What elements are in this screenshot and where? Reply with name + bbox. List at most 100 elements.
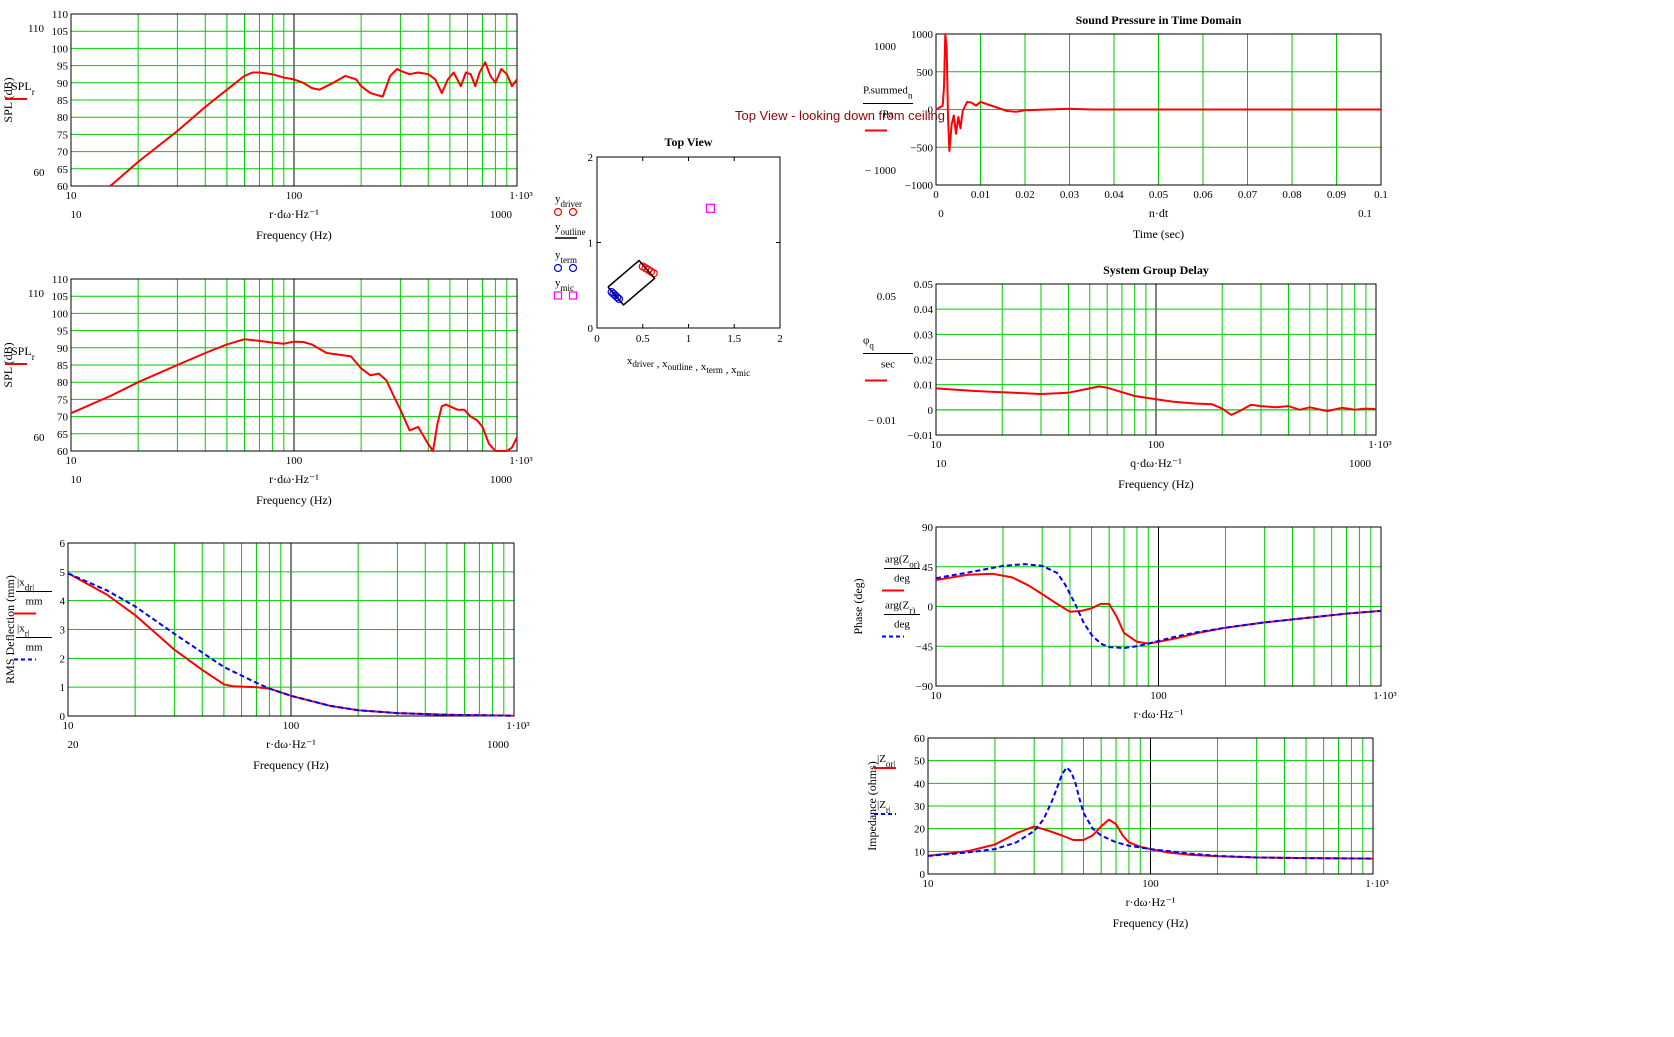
chart-spl1: 60 65 70 75 80 85 90 95 100 105 110 10 100 1·10³ 10 100… [1,9,533,242]
y-tick-label: 1000 [911,29,934,41]
x-tick-label: 10 [931,439,943,451]
outline-shape [607,259,656,306]
y-tick-label: 5 [60,567,66,579]
x-axis-label: Frequency (Hz) [256,493,332,507]
trace-label-num: arg(Zr) [885,600,915,616]
trace-label-num: |xdr| [17,577,34,593]
x-tick-label: 100 [1150,690,1167,702]
x-tick-label: 0.02 [1015,189,1034,201]
x-tick-label: 0 [933,189,939,201]
legend-marker [568,291,578,300]
plot-frame-topview [596,156,781,329]
x-tick-label: 1·10³ [1373,690,1397,702]
x-tick-label: 1 [686,333,692,345]
y-tick-label: 95 [57,326,69,338]
x-expression: r·dω·Hz⁻¹ [1134,707,1184,721]
x-tick-label: 100 [1142,878,1159,890]
grid-spl1 [71,14,517,186]
x-tick-label: 1.5 [727,333,741,345]
y-tick-label: 110 [52,9,69,21]
x-tick-label: 0.5 [636,333,650,345]
y-tick-label: 50 [914,756,926,768]
y-tick-label: 85 [57,95,69,107]
series-line-impedance-1 [927,766,1374,860]
x-marker-left: 10 [71,474,83,486]
series-line-defl-1 [67,572,515,717]
chart-title: System Group Delay [1103,263,1209,277]
y-marker-high: 1000 [874,41,897,53]
series-line-defl-0 [67,572,515,717]
trace-label-den: deg [894,619,910,631]
y-tick-label: 95 [57,61,69,73]
y-marker-high: 0.05 [877,291,897,303]
trace-label-num: arg(Zor) [885,554,920,570]
plot-frame-spl2 [70,278,518,452]
series-line-phase-1 [935,563,1382,649]
x-tick-label: 1·10³ [1365,878,1389,890]
x-tick-label: 0.05 [1149,189,1169,201]
y-tick-label: 0 [928,105,934,117]
y-marker-high: 110 [28,23,45,35]
x-expression: n·dt [1149,206,1169,220]
legend-marker [553,291,563,300]
plot-frame-groupdelay [935,283,1377,436]
x-tick-label: 10 [66,190,78,202]
x-marker-right: 1000 [490,474,513,486]
x-axis-label: Frequency (Hz) [253,758,329,772]
y-tick-label: 105 [52,26,69,38]
y-tick-label: 90 [922,522,934,534]
x-axis-label: Frequency (Hz) [256,228,332,242]
chart-title: Top View [665,135,713,149]
y-tick-label: 85 [57,360,69,372]
trace-label-den: deg [894,573,910,585]
x-expression: r·dω·Hz⁻¹ [269,472,319,486]
legend-marker [568,207,578,217]
x-tick-label: 1·10³ [1368,439,1392,451]
y-tick-label: 0.05 [914,279,934,291]
y-tick-label: 90 [57,343,69,355]
chart-spl2: 60 65 70 75 80 85 90 95 100 105 110 10 100 1·10³ 10 100… [1,274,533,507]
series-line-groupdelay-0 [935,385,1377,416]
top-view-note: Top View - looking down from ceiling [735,108,945,123]
term-point [613,293,622,302]
y-tick-label: −45 [916,641,934,653]
y-axis-title: Impedance (ohms) [865,761,879,851]
y-tick-label: 20 [914,824,926,836]
x-tick-label: 0 [594,333,600,345]
y-tick-label: 60 [914,733,926,745]
trace-label-den: Pa [883,109,894,121]
y-marker-low: 60 [34,167,46,179]
y-tick-label: 60 [57,181,69,193]
chart-title: Sound Pressure in Time Domain [1076,13,1242,27]
plot-frame-phase [935,526,1382,687]
trace-label-den: mm [25,596,43,608]
y-tick-label: 0.02 [914,355,933,367]
y-tick-label: 70 [57,412,69,424]
y-tick-label: 0.03 [914,329,934,341]
y-marker-low: − 0.01 [868,415,896,427]
mic-point [705,203,716,213]
x-marker-left: 10 [71,209,83,221]
trace-label-num: |xr| [17,623,30,639]
y-axis-title: Phase (deg) [851,578,865,634]
y-tick-label: 60 [57,446,69,458]
y-tick-label: 40 [914,778,926,790]
trace-label-num: |Zr| [877,799,891,815]
y-tick-label: −500 [910,142,933,154]
x-marker-right: 1000 [490,209,513,221]
x-axis-label: xdriver , xoutline , xterm , xmic [627,355,750,378]
y-tick-label: 0.04 [914,304,934,316]
y-tick-label: 80 [57,377,69,389]
trace-label: SPLr [11,344,35,362]
series-line-spl2-0 [70,338,518,452]
x-tick-label: 100 [286,455,303,467]
x-tick-label: 0.04 [1104,189,1124,201]
y-tick-label: −1000 [905,180,934,192]
x-tick-label: 0.08 [1282,189,1302,201]
x-marker-left: 0 [938,208,944,220]
y-tick-label: 75 [57,129,69,141]
y-marker-low: − 1000 [865,165,896,177]
y-tick-label: 2 [588,152,594,164]
x-marker-right: 1000 [487,739,510,751]
